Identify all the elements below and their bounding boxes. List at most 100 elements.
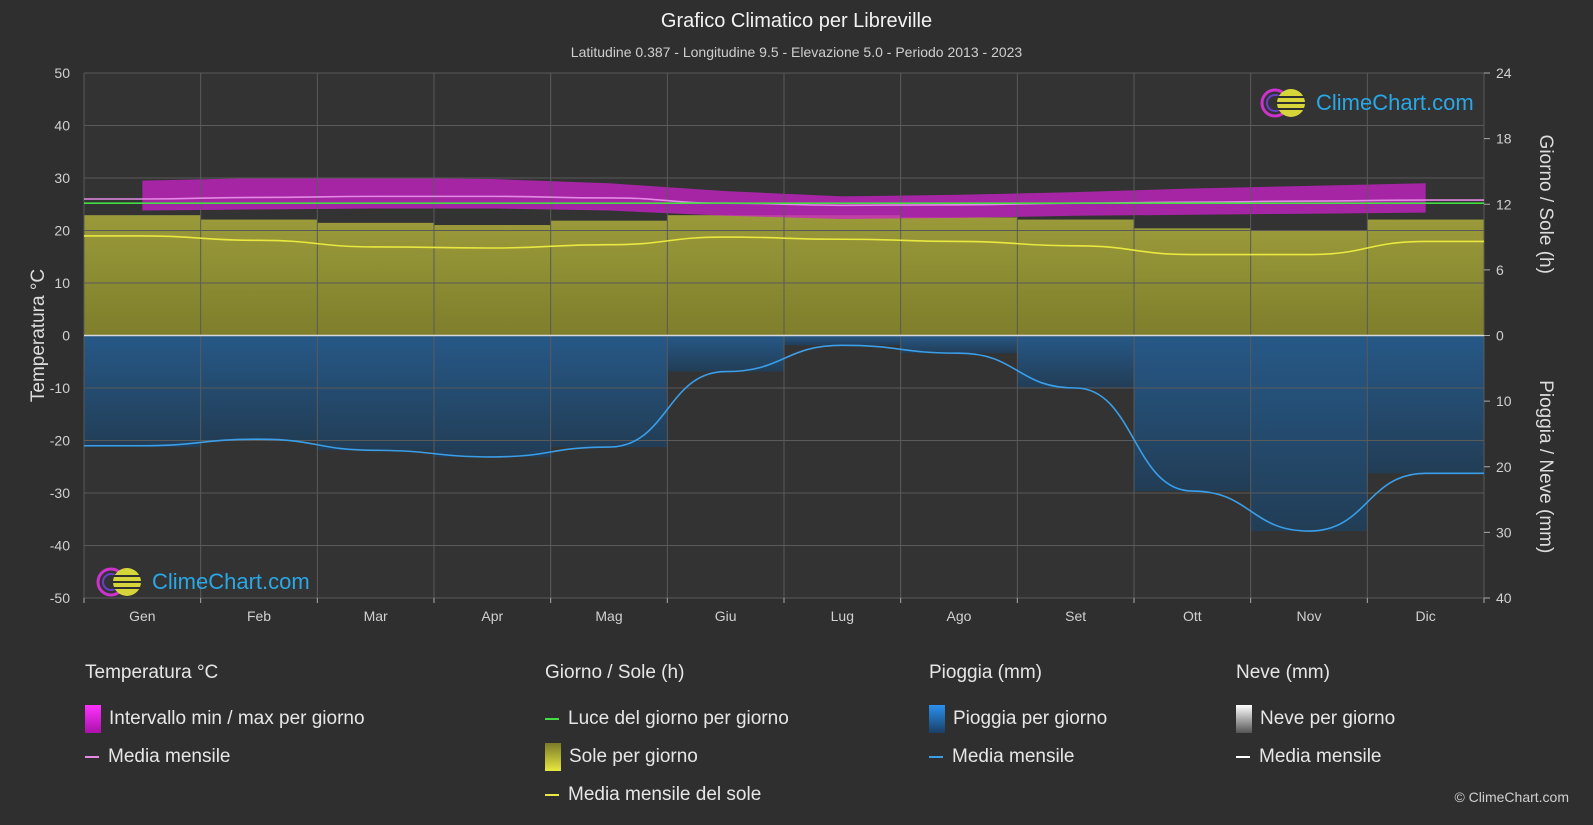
logo-bottom: ClimeChart.com [94,565,310,599]
legend-label: Intervallo min / max per giorno [109,708,365,729]
rain-bar [84,335,201,448]
x-tick-label: Giu [715,608,737,624]
x-tick-label: Dic [1416,608,1436,624]
y-tick-label-left: 10 [54,275,70,291]
y-axis-label-right-bottom: Pioggia / Neve (mm) [1535,380,1556,553]
y-tick-label-left: 40 [54,118,70,134]
chart-subtitle: Latitudine 0.387 - Longitudine 9.5 - Ele… [570,44,1023,60]
y-tick-label-right-bottom: 30 [1496,524,1512,540]
x-tick-label: Set [1065,608,1086,624]
series-line [84,235,1484,256]
x-tick-label: Apr [481,608,503,624]
y-axis-label-right-top: Giorno / Sole (h) [1535,135,1556,274]
x-tick-label: Gen [129,608,155,624]
y-tick-label-right-bottom: 20 [1496,459,1512,475]
legend-label: Pioggia per giorno [953,708,1108,729]
y-tick-label-right-top: 6 [1496,262,1504,278]
y-tick-label-left: 30 [54,170,70,186]
legend-swatch [929,705,945,733]
rain-bar [784,335,901,346]
legend-header: Pioggia (mm) [929,662,1042,683]
y-tick-label-right-top: 18 [1496,131,1512,147]
sun-bar [317,222,434,336]
y-tick-label-right-bottom: 40 [1496,590,1512,606]
legend-header: Temperatura °C [85,662,219,683]
sun-bar [434,225,551,336]
sun-bar [1017,219,1134,336]
rain-bar [550,335,668,448]
y-tick-label-right-top: 12 [1496,196,1512,212]
rain-bar [1134,335,1251,492]
legend-item: Luce del giorno per giorno [545,700,789,738]
y-tick-label-right-top: 24 [1496,65,1512,81]
y-tick-label-left: -50 [50,590,70,606]
legend-swatch [545,718,559,720]
legend-item: Neve per giorno [1236,700,1395,738]
logo-text: ClimeChart.com [1316,90,1474,115]
sun-bar [784,215,901,336]
x-tick-label: Nov [1297,608,1322,624]
rain-bar [1367,335,1484,474]
legend-temperature: Temperatura °C Intervallo min / max per … [85,662,365,776]
y-tick-label-left: -20 [50,433,70,449]
legend-label: Media mensile del sole [568,784,762,805]
legend-swatch [1236,756,1250,758]
rain-bar [1017,335,1134,388]
x-tick-label: Lug [831,608,854,624]
legend-swatch [85,756,99,758]
legend-label: Neve per giorno [1260,708,1396,729]
sun-bar [550,220,668,336]
sun-bar [900,217,1018,336]
legend-label: Luce del giorno per giorno [568,708,789,729]
legend-item: Media mensile [1236,738,1395,776]
legend-header: Giorno / Sole (h) [545,662,685,683]
legend-header: Neve (mm) [1236,662,1330,683]
y-tick-label-right-bottom: 10 [1496,393,1512,409]
legend-swatch [545,794,559,796]
logo-icon [96,567,141,597]
legend-item: Pioggia per giorno [929,700,1107,738]
legend-item: Intervallo min / max per giorno [85,700,365,738]
y-tick-label-left: 50 [54,65,70,81]
copyright: © ClimeChart.com [1454,789,1569,805]
legend-label: Sole per giorno [569,746,698,767]
rain-bar [1250,335,1368,532]
legend-item: Media mensile [929,738,1107,776]
x-tick-label: Ago [947,608,972,624]
sun-bar [1134,228,1251,336]
legend-rain: Pioggia (mm) Pioggia per giorno Media me… [929,662,1107,776]
logo-icon [1260,88,1305,118]
legend-item: Sole per giorno [545,738,789,776]
legend-swatch [929,756,943,758]
legend-item: Media mensile [85,738,365,776]
series-line [84,195,1484,207]
x-tick-label: Mar [364,608,388,624]
y-axis-label-left: Temperatura °C [28,269,49,402]
sun-bar [84,215,201,336]
sun-bar [667,215,784,336]
x-tick-label: Mag [595,608,622,624]
legend-label: Media mensile [1259,746,1382,767]
legend-swatch [545,743,561,771]
legend-swatch [85,705,101,733]
legend-swatch [1236,705,1252,733]
legend-snow: Neve (mm) Neve per giorno Media mensile [1236,662,1395,776]
legend-label: Media mensile [952,746,1075,767]
sun-bar [200,219,318,336]
rain-bar [434,335,551,457]
x-tick-label: Feb [247,608,271,624]
y-tick-label-left: -30 [50,485,70,501]
y-tick-label-right-top: 0 [1496,328,1504,344]
y-tick-label-left: -40 [50,538,70,554]
legend-label: Media mensile [108,746,231,767]
sun-bar [1367,219,1484,336]
x-tick-label: Ott [1183,608,1202,624]
y-tick-label-left: 20 [54,223,70,239]
series-line [84,344,1484,532]
legend-item: Media mensile del sole [545,776,789,814]
chart-title: Grafico Climatico per Libreville [660,10,933,32]
y-tick-label-left: -10 [50,380,70,396]
rain-bar [317,335,434,451]
y-tick-label-left: 0 [62,328,70,344]
logo-top: ClimeChart.com [1258,86,1474,120]
